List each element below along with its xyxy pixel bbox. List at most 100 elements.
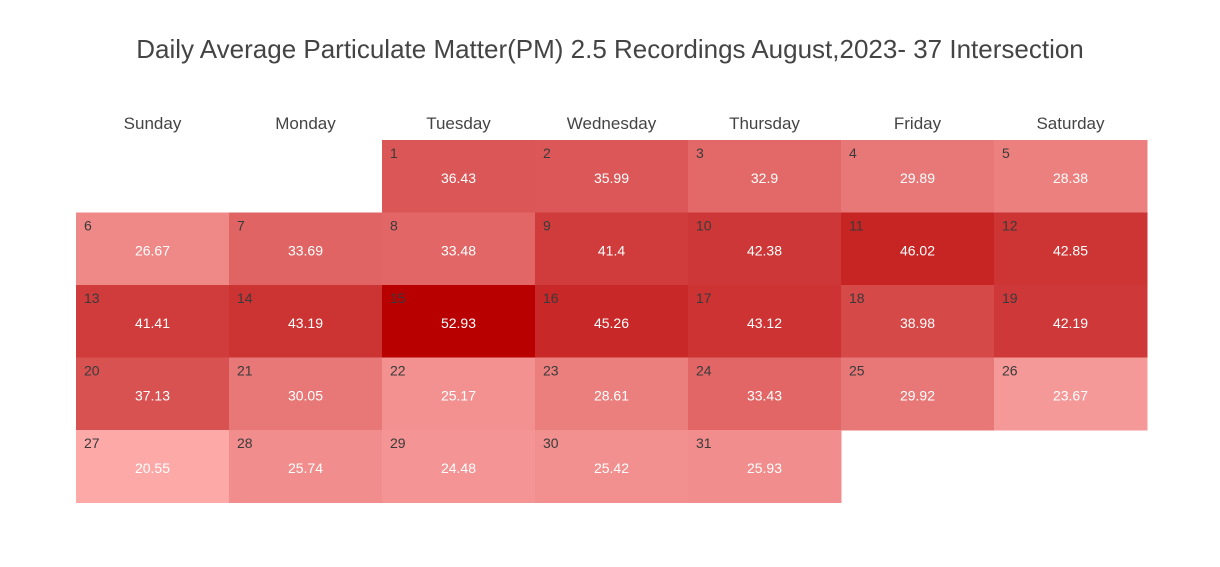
- value-label: 25.93: [747, 460, 782, 476]
- date-number: 31: [696, 435, 712, 451]
- date-number: 19: [1002, 290, 1018, 306]
- day-cell: 21 30.05: [229, 357, 383, 431]
- date-number: 13: [84, 290, 100, 306]
- cell-background: [382, 430, 536, 503]
- date-number: 5: [1002, 145, 1010, 161]
- heatmap-cells: 136.43235.99332.9429.89528.38626.67733.6…: [76, 140, 1148, 503]
- day-cell: 30 25.42: [535, 430, 689, 503]
- date-number: 28: [237, 435, 253, 451]
- date-number: 4: [849, 145, 857, 161]
- day-cell: 528.38: [994, 140, 1148, 213]
- cell-background: [229, 212, 383, 286]
- date-number: 9: [543, 218, 551, 234]
- day-cell: 31 25.93: [688, 430, 842, 503]
- day-cell: 626.67: [76, 212, 230, 286]
- cell-background: [229, 285, 383, 358]
- date-number: 25: [849, 363, 865, 379]
- cell-background: [535, 140, 689, 213]
- day-cell: 18 38.98: [841, 285, 995, 358]
- date-number: 3: [696, 145, 704, 161]
- cell-background: [229, 357, 383, 431]
- day-cell: 12 42.85: [994, 212, 1148, 286]
- day-cell: 28 25.74: [229, 430, 383, 503]
- cell-background: [76, 430, 230, 503]
- weekday-label-tuesday: Tuesday: [426, 114, 491, 133]
- value-label: 41.41: [135, 315, 170, 331]
- date-number: 21: [237, 363, 253, 379]
- value-label: 25.74: [288, 460, 323, 476]
- day-cell: 235.99: [535, 140, 689, 213]
- date-number: 7: [237, 218, 245, 234]
- value-label: 20.55: [135, 460, 170, 476]
- cell-background: [535, 285, 689, 358]
- cell-background: [994, 140, 1148, 213]
- weekday-labels: Sunday Monday Tuesday Wednesday Thursday Frid…: [124, 114, 1105, 133]
- cell-background: [535, 430, 689, 503]
- cell-background: [382, 357, 536, 431]
- value-label: 32.9: [751, 170, 778, 186]
- cell-background: [994, 212, 1148, 286]
- day-cell: 429.89: [841, 140, 995, 213]
- cell-background: [382, 212, 536, 286]
- day-cell: 13 41.41: [76, 285, 230, 358]
- value-label: 42.85: [1053, 243, 1088, 259]
- day-cell: 16 45.26: [535, 285, 689, 358]
- day-cell: 136.43: [382, 140, 536, 213]
- weekday-label-saturday: Saturday: [1036, 114, 1105, 133]
- date-number: 30: [543, 435, 559, 451]
- value-label: 33.69: [288, 243, 323, 259]
- weekday-label-monday: Monday: [275, 114, 336, 133]
- weekday-label-wednesday: Wednesday: [567, 114, 657, 133]
- day-cell: 22 25.17: [382, 357, 536, 431]
- value-label: 43.19: [288, 315, 323, 331]
- date-number: 20: [84, 363, 100, 379]
- value-label: 42.19: [1053, 315, 1088, 331]
- day-cell: 25 29.92: [841, 357, 995, 431]
- day-cell: 10 42.38: [688, 212, 842, 286]
- day-cell: 733.69: [229, 212, 383, 286]
- value-label: 24.48: [441, 460, 476, 476]
- date-number: 1: [390, 145, 398, 161]
- weekday-label-thursday: Thursday: [729, 114, 800, 133]
- weekday-label-sunday: Sunday: [124, 114, 182, 133]
- cell-background: [841, 212, 995, 286]
- value-label: 33.48: [441, 243, 476, 259]
- day-cell: 23 28.61: [535, 357, 689, 431]
- value-label: 28.38: [1053, 170, 1088, 186]
- value-label: 35.99: [594, 170, 629, 186]
- date-number: 12: [1002, 218, 1018, 234]
- date-number: 22: [390, 363, 406, 379]
- day-cell: 19 42.19: [994, 285, 1148, 358]
- date-number: 18: [849, 290, 865, 306]
- cell-background: [688, 357, 842, 431]
- date-number: 6: [84, 218, 92, 234]
- cell-background: [535, 212, 689, 286]
- date-number: 8: [390, 218, 398, 234]
- day-cell: 941.4: [535, 212, 689, 286]
- value-label: 25.42: [594, 460, 629, 476]
- day-cell: 29 24.48: [382, 430, 536, 503]
- value-label: 26.67: [135, 243, 170, 259]
- day-cell: 17 43.12: [688, 285, 842, 358]
- cell-background: [535, 357, 689, 431]
- day-cell: 20 37.13: [76, 357, 230, 431]
- date-number: 29: [390, 435, 406, 451]
- date-number: 14: [237, 290, 253, 306]
- date-number: 23: [543, 363, 559, 379]
- cell-background: [382, 140, 536, 213]
- value-label: 30.05: [288, 388, 323, 404]
- value-label: 23.67: [1053, 388, 1088, 404]
- value-label: 28.61: [594, 388, 629, 404]
- day-cell: 332.9: [688, 140, 842, 213]
- cell-background: [688, 212, 842, 286]
- date-number: 27: [84, 435, 100, 451]
- cell-background: [76, 285, 230, 358]
- cell-background: [76, 357, 230, 431]
- date-number: 24: [696, 363, 712, 379]
- value-label: 33.43: [747, 388, 782, 404]
- value-label: 45.26: [594, 315, 629, 331]
- cell-background: [841, 140, 995, 213]
- cell-background: [994, 285, 1148, 358]
- value-label: 29.89: [900, 170, 935, 186]
